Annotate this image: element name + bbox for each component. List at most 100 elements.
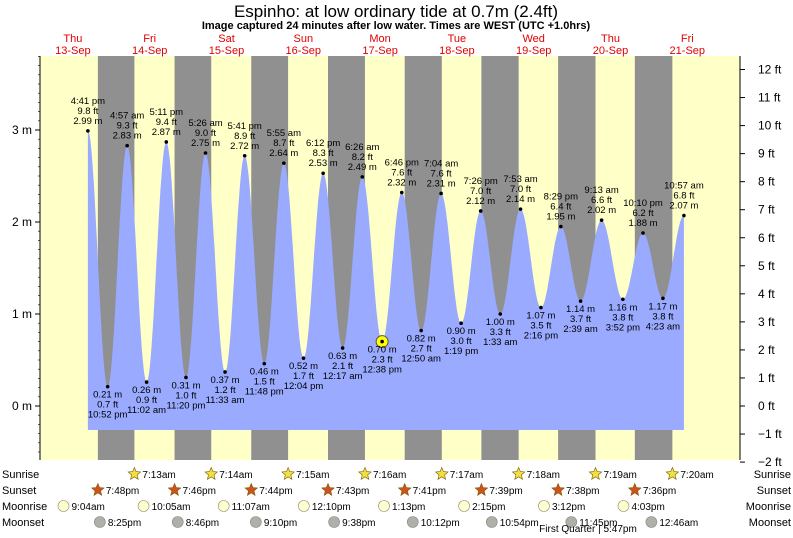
moonset-time: 10:54pm [500,518,539,529]
sunset-time: 7:38pm [566,486,599,497]
tide-label: 2.31 m [427,178,456,189]
right-tick-label: 1 ft [758,371,775,385]
sunrise-row-label: Sunrise [2,469,39,481]
tide-label: 11:02 am [127,405,166,416]
tide-label: 2.75 m [191,138,220,149]
tide-label: 1.95 m [546,212,575,223]
sunset-icon [167,482,182,496]
tide-label: 3.0 ft [451,336,472,347]
sunrise-time: 7:17am [450,470,483,481]
tide-label: 2.72 m [230,141,259,152]
tide-point [559,224,563,229]
tide-point [184,375,188,380]
sunset-time: 7:39pm [489,486,522,497]
tide-label: 5:41 pm [228,121,262,132]
tide-label: 8.9 ft [234,131,255,142]
tide-label: 5:11 pm [149,107,183,118]
day-name: Thu [63,33,82,45]
tide-point [125,143,129,148]
tide-label: 2.49 m [348,162,377,173]
tide-label: 1:33 am [483,337,517,348]
right-tick-label: 12 ft [758,63,782,77]
tide-label: 3.8 ft [652,311,673,322]
tide-label: 2.3 ft [372,355,393,366]
tide-point [360,175,365,179]
moonset-time: 11:45pm [579,518,617,529]
sunset-row-label-right: Sunset [757,485,791,497]
sunrise-time: 7:16am [373,470,406,481]
right-tick-label: 9 ft [758,147,775,161]
tide-label: 12:50 am [401,354,441,365]
tide-label: 2.14 m [506,194,535,205]
sunrise-icon [588,466,603,480]
tide-label: 2.12 m [466,196,495,207]
sunrise-icon [665,466,680,480]
tide-label: 12:04 pm [284,381,324,392]
tide-point [242,153,247,158]
moonset-icon [250,516,262,528]
sunset-icon [627,482,642,496]
tide-label: 3:52 pm [606,322,640,333]
moonrise-time: 3:12pm [552,502,585,513]
tide-label: 2.83 m [113,131,142,142]
day-name: Wed [522,33,544,45]
tide-label: 1.00 m [486,317,515,328]
tide-label: 9.4 ft [156,117,177,128]
tide-label: 7:04 am [424,158,458,169]
tide-point [439,191,443,196]
tide-point [164,140,169,144]
moonrise-time: 4:03pm [631,502,664,513]
moonrise-time: 9:04am [72,502,105,513]
moonset-icon [485,516,498,528]
tide-label: 0.70 m [368,345,397,356]
moonset-icon [94,516,106,528]
moonrise-icon [538,500,550,512]
tide-label: 5:55 am [267,128,301,139]
tide-point [682,213,686,218]
right-tick-label: 2 ft [758,343,775,357]
tide-label: 6:26 am [345,142,379,153]
tide-label: 12:38 pm [362,365,402,376]
sunrise-icon [511,466,526,480]
tide-label: 9.0 ft [195,128,216,139]
axes: 0 m 1 m 2 m 3 m −2 ft −1 ft 0 ft 1 ft 2 ft 3 ft 4 … [12,56,782,469]
moonset-time: 9:38pm [342,518,375,529]
moonrise-row-label: Moonrise [2,501,47,513]
tide-label: 7.0 ft [510,184,531,195]
right-tick-label: 7 ft [758,203,775,217]
moonrise-time: 1:13pm [392,502,425,513]
tide-label: 8.3 ft [313,148,334,159]
day-date: 19-Sep [516,45,551,57]
sunrise-icon [358,466,372,480]
tide-label: 8.7 ft [273,138,294,149]
tide-label: 1.0 ft [175,390,196,401]
chart-title: Espinho: at low ordinary tide at 0.7m (2… [234,2,558,21]
sunrise-time: 7:20am [680,470,713,481]
day-name: Sun [294,33,314,45]
tide-label: 0.82 m [407,334,436,345]
tide-point [203,151,208,155]
moonrise-icon [617,500,630,512]
moonrise-row-label-right: Moonrise [746,501,791,513]
tide-point [340,346,345,350]
moonset-row-label: Moonset [2,517,44,529]
moonset-icon [328,516,340,528]
tide-label: 12:17 am [323,371,363,382]
tide-label: 4:23 am [646,321,680,332]
moon-phase: First Quarter | 5:47pm [539,524,637,535]
tide-label: 3.3 ft [490,327,511,338]
tide-label: 0.9 ft [136,395,157,406]
day-date: 21-Sep [670,45,705,57]
sunset-icon [397,482,412,496]
day-name: Sat [218,33,235,45]
tide-label: 0.37 m [211,375,240,386]
moonset-icon [171,516,184,528]
sunrise-icon [281,466,296,480]
day-date: 16-Sep [286,45,321,57]
tide-label: 0.90 m [447,326,476,337]
tide-label: 0.21 m [93,390,122,401]
moonrise-icon [298,500,310,512]
tide-point [539,305,543,310]
tide-point [578,299,583,303]
